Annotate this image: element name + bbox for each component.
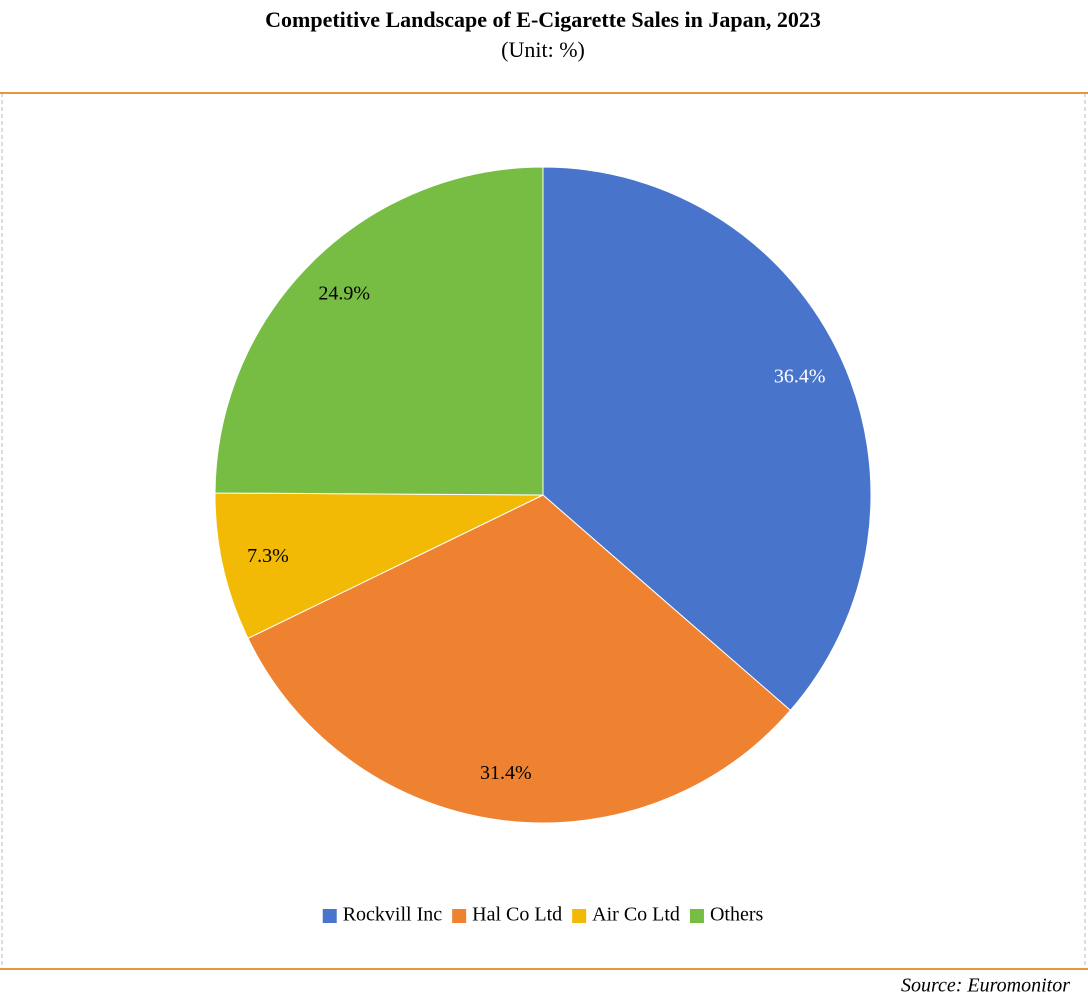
pie-slice xyxy=(214,166,544,496)
value-label: 7.3% xyxy=(247,545,289,567)
legend-label: Others xyxy=(710,904,764,926)
value-label: 36.4% xyxy=(774,366,826,388)
pie-slice xyxy=(247,494,792,824)
source-note: Source: Euromonitor xyxy=(901,975,1070,997)
legend-swatch xyxy=(572,909,587,923)
legend-swatch xyxy=(452,909,467,923)
legend-swatch xyxy=(322,909,337,923)
legend-label: Rockvill Inc xyxy=(343,904,443,926)
legend-swatch xyxy=(689,909,704,923)
pie-slice xyxy=(542,166,872,712)
chart-subtitle: (Unit: %) xyxy=(501,37,585,62)
legend-label: Air Co Ltd xyxy=(592,904,680,926)
value-label: 31.4% xyxy=(480,762,532,784)
chart-title: Competitive Landscape of E-Cigarette Sal… xyxy=(265,7,821,32)
legend-label: Hal Co Ltd xyxy=(472,904,562,926)
pie-slice xyxy=(214,492,544,640)
value-label: 24.9% xyxy=(318,283,370,305)
